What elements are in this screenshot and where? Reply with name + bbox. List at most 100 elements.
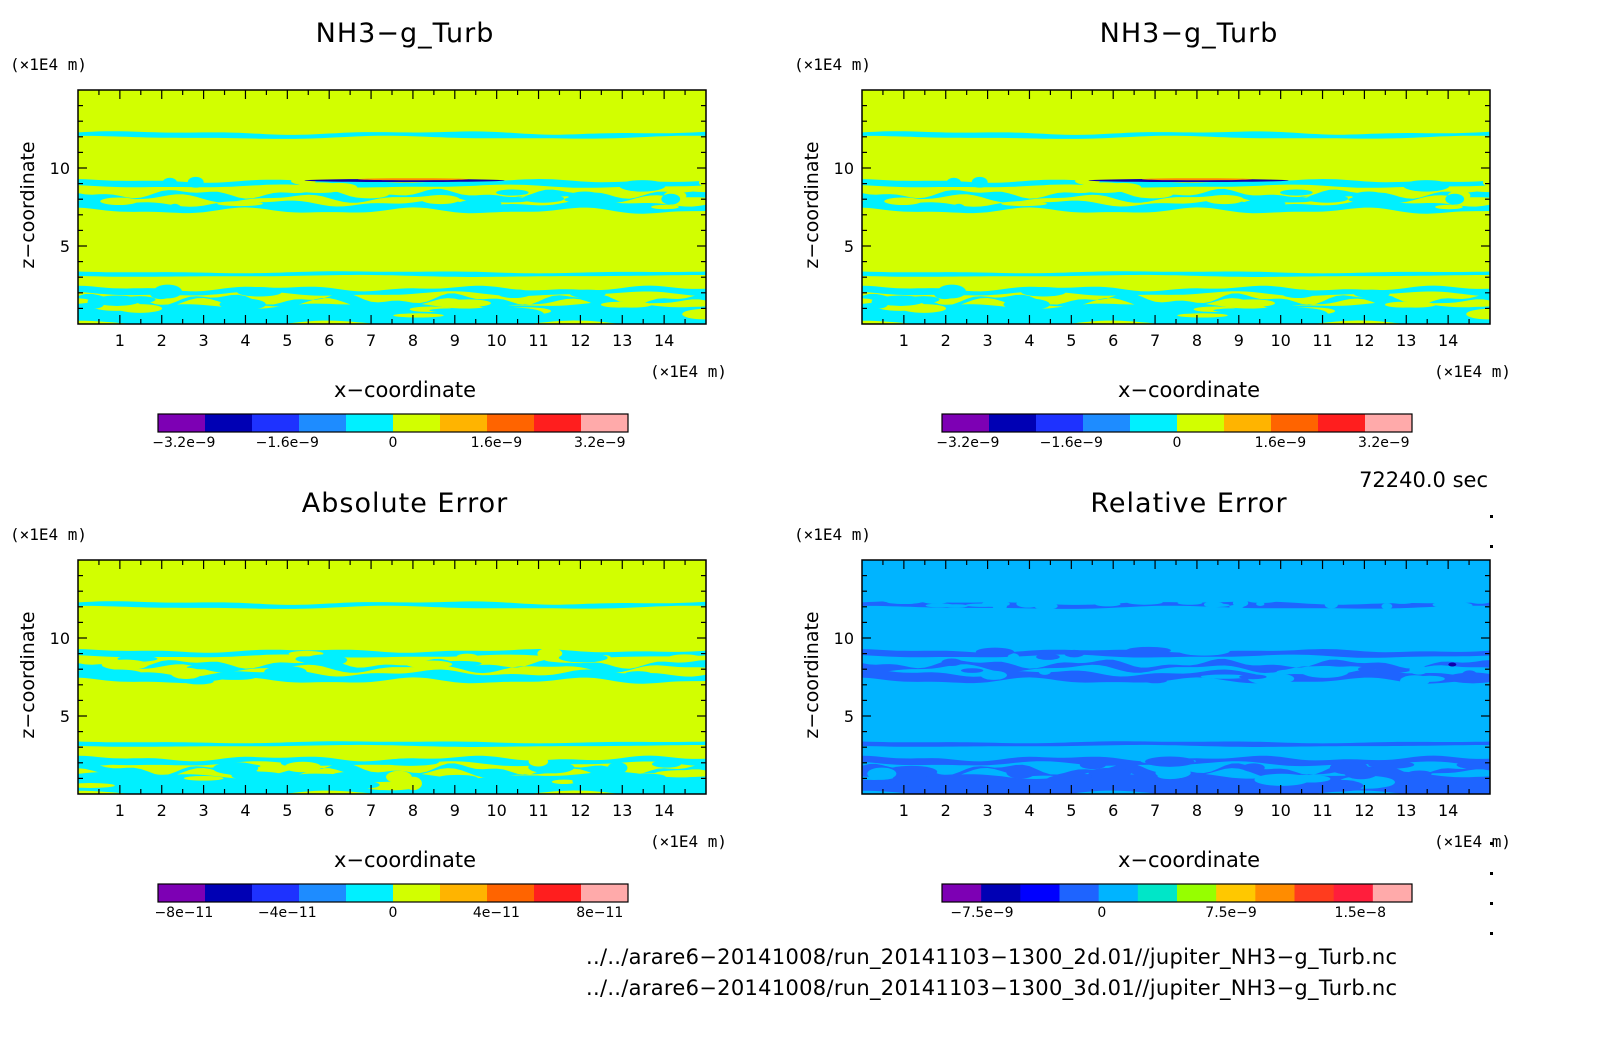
x-tick-label: 7 — [1150, 801, 1160, 820]
contour-band — [862, 649, 1490, 658]
x-tick-label: 14 — [654, 331, 674, 350]
contour-patch — [1256, 602, 1265, 606]
contour-patch — [1311, 779, 1364, 792]
contour-patch — [551, 779, 577, 785]
contour-patch — [91, 669, 144, 679]
contour-patch — [1253, 594, 1264, 602]
contour-patch — [1445, 596, 1466, 604]
contour-patch — [1144, 678, 1167, 684]
contour-patch — [653, 666, 678, 674]
x-tick-label: 5 — [1066, 331, 1076, 350]
decoration-dot — [1490, 515, 1493, 518]
contour-patch — [521, 194, 565, 203]
contour-patch — [1468, 186, 1490, 193]
colorbar-frame — [941, 883, 1413, 903]
contour-patch — [1407, 770, 1432, 778]
contour-patch — [1213, 308, 1262, 313]
contour-patch — [971, 176, 988, 188]
colorbar-swatch — [487, 414, 535, 432]
contour-patch — [537, 647, 563, 660]
contour-patch — [1178, 646, 1230, 656]
x-tick-label: 6 — [1108, 801, 1118, 820]
contour-patch — [633, 773, 666, 781]
contour-patch — [1343, 765, 1378, 780]
contour-patch — [1254, 773, 1310, 786]
colorbar-tick-label: −1.6e−9 — [256, 435, 319, 451]
colorbar-frame — [941, 413, 1413, 433]
colorbar-tick-label: 4e−11 — [473, 905, 520, 921]
colorbar-swatch — [1177, 414, 1225, 432]
colorbar-tick-label: −7.5e−9 — [950, 905, 1013, 921]
contour-patch — [1177, 313, 1228, 318]
contour-patch — [1155, 767, 1191, 779]
x-unit-label: (×1E4 m) — [1434, 832, 1512, 851]
contour-band — [862, 179, 1490, 188]
y-unit-label: (×1E4 m) — [794, 525, 872, 544]
panel-title: Relative Error — [1090, 488, 1288, 519]
contour-patch — [569, 305, 596, 312]
contour-patch — [446, 299, 492, 308]
contour-patch — [1448, 662, 1457, 667]
colorbar-frame — [157, 413, 629, 433]
colorbar-swatch — [252, 414, 300, 432]
x-tick-label: 10 — [1270, 331, 1290, 350]
contour-band — [862, 741, 1490, 747]
colorbar-swatch — [1365, 414, 1413, 432]
colorbar-tick-label: 8e−11 — [576, 905, 623, 921]
contour-patch — [1036, 653, 1060, 660]
contour-patch — [187, 176, 204, 188]
contour-patch — [393, 313, 444, 318]
contour-patch — [1275, 307, 1329, 322]
contour-patch — [1288, 597, 1298, 602]
x-tick-label: 14 — [1438, 801, 1458, 820]
contour-patch — [1242, 763, 1265, 772]
contour-patch — [1466, 308, 1490, 320]
contour-band — [862, 271, 1490, 277]
x-tick-label: 7 — [1150, 331, 1160, 350]
colorbar-swatch — [1083, 414, 1131, 432]
panel-title: NH3−g_Turb — [1099, 18, 1279, 49]
colorbar-swatch — [1333, 884, 1374, 902]
contour-patch — [607, 762, 628, 774]
y-tick-label: 10 — [50, 159, 70, 178]
contour-patch — [477, 778, 496, 787]
colorbar-swatch — [158, 414, 206, 432]
colorbar-swatch — [346, 884, 394, 902]
contour-patch — [654, 770, 706, 778]
x-tick-label: 1 — [115, 331, 125, 350]
contour-patch — [101, 659, 149, 671]
x-tick-label: 12 — [570, 801, 590, 820]
contour-patch — [116, 777, 136, 792]
contour-patch — [217, 201, 263, 207]
y-tick-label: 10 — [834, 159, 854, 178]
contour-patch — [884, 197, 922, 205]
contour-patch — [1281, 289, 1315, 299]
contour-patch — [1000, 308, 1035, 322]
contour-patch — [100, 197, 138, 205]
contour-patch — [288, 650, 324, 657]
contour-patch — [1079, 182, 1128, 194]
colorbar-swatch — [393, 884, 441, 902]
contour-patch — [619, 180, 666, 192]
x-tick-label: 11 — [528, 801, 548, 820]
x-tick-label: 12 — [570, 331, 590, 350]
contour-band — [78, 658, 706, 674]
contour-patch — [1177, 775, 1217, 789]
contour-patch — [946, 177, 961, 187]
panel-top-left: NH3−g_Turb (×1E4 m) (×1E4 m) x−coordinate z−… — [0, 0, 780, 470]
colorbar-swatch — [989, 414, 1037, 432]
contour-patch — [1242, 199, 1286, 208]
contour-patch — [980, 670, 1007, 680]
contour-patch — [1095, 601, 1121, 607]
contour-patch — [437, 774, 479, 782]
colorbar-swatch — [1224, 414, 1272, 432]
contour-patch — [1003, 298, 1050, 311]
x-tick-label: 7 — [366, 801, 376, 820]
colorbar-swatch — [205, 884, 253, 902]
x-tick-label: 2 — [157, 331, 167, 350]
panel-bottom-right: Relative Error (×1E4 m) (×1E4 m) x−coordina… — [784, 470, 1564, 940]
contour-patch — [153, 284, 182, 299]
contour-patch — [1230, 299, 1276, 308]
contour-extreme — [357, 178, 468, 181]
